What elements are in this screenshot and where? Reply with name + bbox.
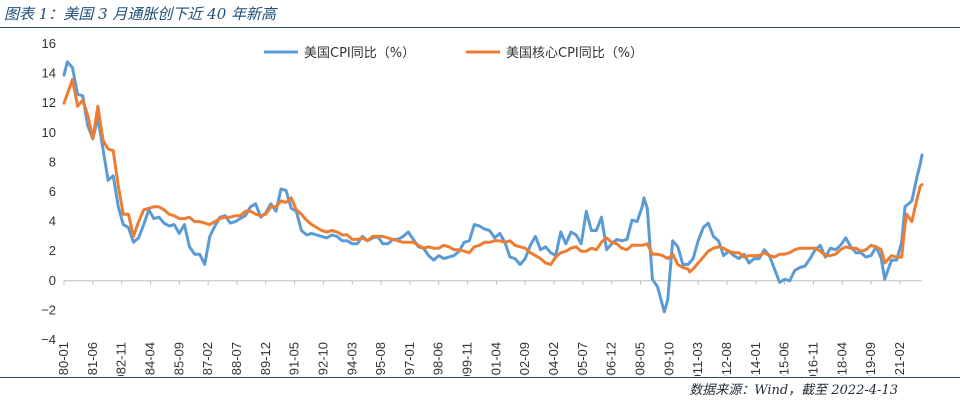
x-tick-label: 1992-10 — [315, 342, 330, 376]
data-source-note: 数据来源：Wind，截至 2022-4-13 — [689, 383, 898, 398]
x-tick-label: 2019-09 — [863, 342, 878, 376]
y-tick-label: 16 — [42, 36, 56, 51]
legend: 美国CPI同比（%） 美国核心CPI同比（%） — [264, 46, 643, 61]
x-tick-label: 2006-12 — [604, 342, 619, 376]
x-tick-label: 1998-06 — [431, 342, 446, 376]
legend-cpi-label: 美国CPI同比（%） — [304, 46, 415, 61]
x-tick-label: 1987-02 — [200, 342, 215, 376]
figure-title: 图表 1：美国 3 月通胀创下近 40 年新高 — [4, 5, 277, 23]
x-tick-label: 2012-08 — [719, 342, 734, 376]
x-tick-label: 1985-09 — [171, 342, 186, 376]
x-tick-label: 2014-01 — [748, 342, 763, 376]
y-tick-label: 4 — [49, 214, 56, 229]
y-axis: −4 −2 0 2 4 6 8 10 12 14 16 — [41, 36, 922, 347]
x-tick-label: 1988-07 — [229, 342, 244, 376]
x-tick-label: 2008-05 — [633, 342, 648, 376]
x-tick-label: 1994-03 — [344, 342, 359, 376]
y-tick-label: −4 — [41, 332, 56, 347]
y-tick-label: 12 — [42, 95, 56, 110]
x-tick-label: 2016-11 — [805, 342, 820, 376]
x-tick-label: 1997-01 — [402, 342, 417, 376]
x-tick-label: 1980-01 — [56, 342, 71, 376]
y-tick-label: 0 — [49, 273, 56, 288]
cpi-series-line — [62, 60, 924, 314]
x-tick-label: 1995-08 — [373, 342, 388, 376]
x-tick-label: 1981-06 — [85, 342, 100, 376]
x-tick-label: 1982-11 — [114, 342, 129, 376]
x-tick-label: 2021-02 — [892, 342, 907, 376]
x-tick-label: 1989-12 — [258, 342, 273, 376]
x-tick-label: 2009-10 — [661, 342, 676, 376]
x-tick-label: 2005-07 — [575, 342, 590, 376]
x-tick-label: 2004-02 — [546, 342, 561, 376]
y-tick-label: 6 — [49, 184, 56, 199]
plot-area — [62, 60, 924, 314]
x-tick-label: 1999-11 — [460, 342, 475, 376]
y-tick-label: 14 — [42, 66, 56, 81]
x-tick-label: 1991-05 — [287, 342, 302, 376]
y-tick-label: 2 — [49, 243, 56, 258]
x-tick-label: 2018-04 — [834, 342, 849, 376]
x-axis: 1980-01 1981-06 1982-11 1984-04 1985-09 1987-… — [56, 280, 907, 376]
legend-core-label: 美国核心CPI同比（%） — [506, 46, 643, 61]
y-tick-label: −2 — [41, 302, 56, 317]
x-tick-label: 2002-09 — [517, 342, 532, 376]
x-tick-label: 2001-04 — [488, 342, 503, 376]
y-tick-label: 10 — [42, 125, 56, 140]
bottom-rule — [0, 377, 960, 378]
top-rule — [0, 27, 960, 28]
y-tick-label: 8 — [49, 154, 56, 169]
x-tick-label: 1984-04 — [142, 342, 157, 376]
x-tick-label: 2015-06 — [777, 342, 792, 376]
x-tick-label: 2011-03 — [690, 342, 705, 376]
core-cpi-series-line — [62, 78, 924, 274]
